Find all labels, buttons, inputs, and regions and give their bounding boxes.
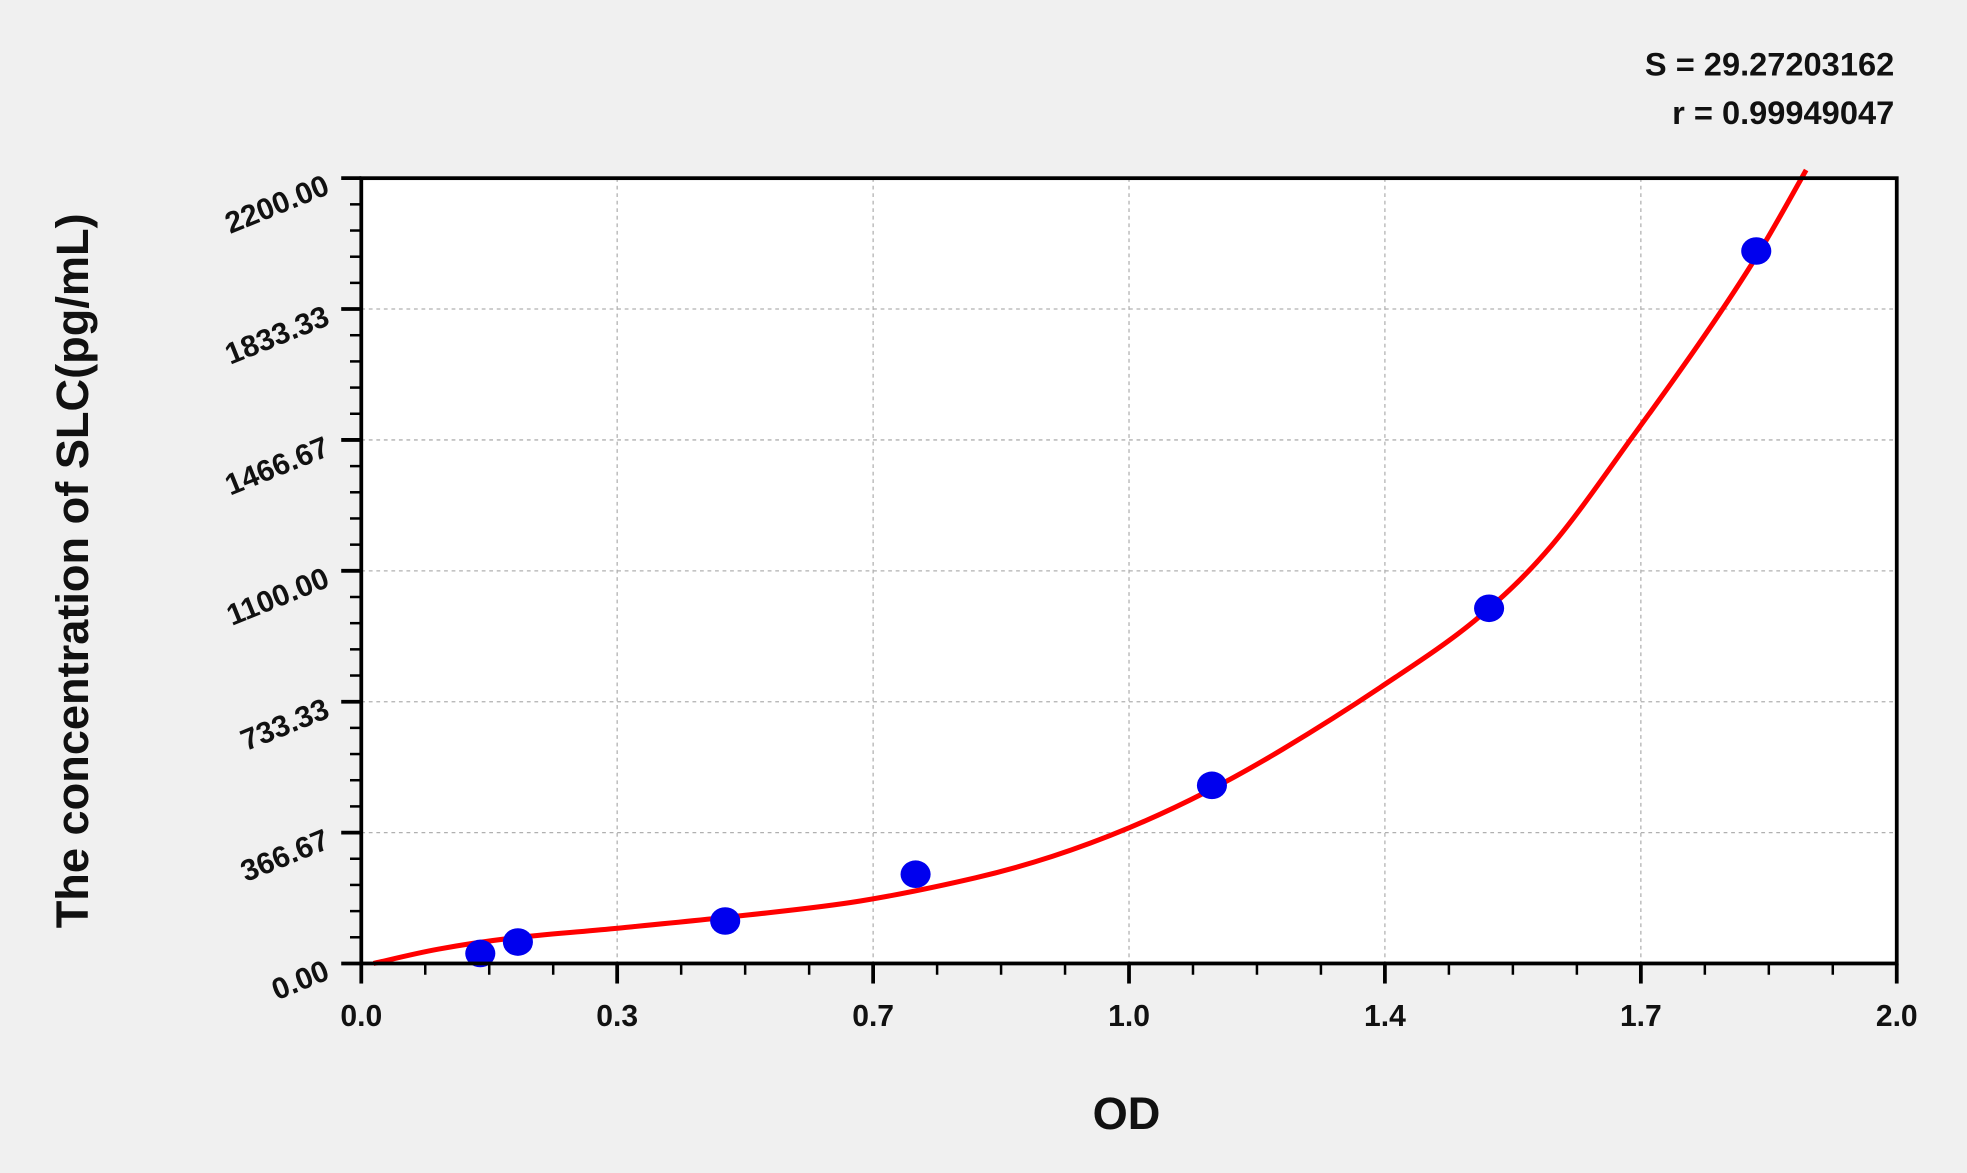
plot-frame	[359, 176, 1899, 966]
x-tick-label: 0.0	[340, 1000, 382, 1033]
data-point	[1196, 771, 1227, 800]
x-tick-label: 1.4	[1364, 1000, 1406, 1033]
data-point	[710, 907, 741, 935]
fit-curve	[373, 168, 1809, 966]
data-point	[1741, 237, 1772, 265]
data-points	[465, 237, 1772, 968]
y-axis-label: The concentration of SLC(pg/mL)	[47, 213, 98, 928]
data-point	[900, 860, 931, 889]
data-point	[1474, 594, 1505, 623]
x-tick-label: 1.0	[1108, 1000, 1150, 1033]
r-value: r = 0.99949047	[1672, 94, 1894, 131]
x-tick-label: 0.3	[596, 1000, 638, 1033]
y-tick-label: 1100.00	[222, 562, 334, 633]
y-tick-label: 2200.00	[221, 169, 334, 240]
y-tick-label: 1466.67	[221, 431, 334, 502]
y-tick-label: 366.67	[236, 824, 334, 889]
grid-lines	[361, 178, 1897, 964]
y-tick-label: 1833.33	[221, 300, 334, 371]
data-point	[465, 939, 496, 968]
y-tick-label: 733.33	[236, 693, 334, 758]
s-value: S = 29.27203162	[1645, 45, 1894, 82]
x-tick-label: 1.7	[1620, 1000, 1662, 1033]
data-point	[502, 928, 533, 956]
x-tick-label: 0.7	[852, 1000, 894, 1033]
x-axis-label: OD	[1093, 1088, 1161, 1139]
x-tick-label: 2.0	[1876, 1000, 1918, 1033]
y-tick-label: 0.00	[267, 954, 334, 1007]
